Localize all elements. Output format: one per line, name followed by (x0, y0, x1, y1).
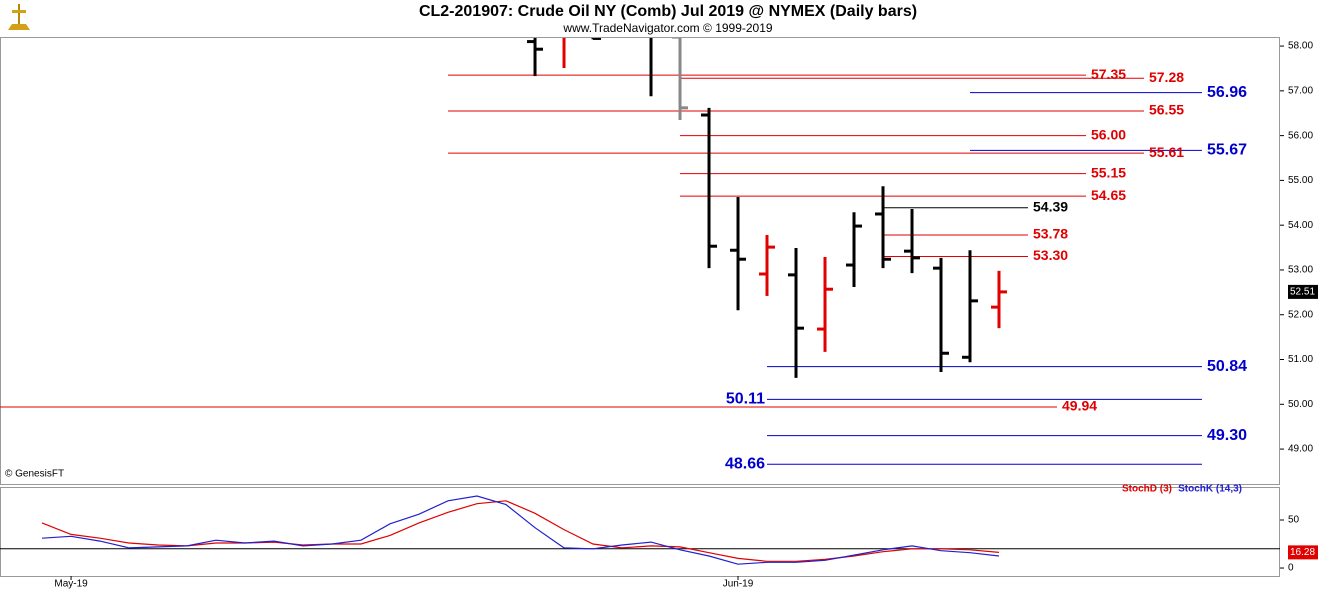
y-tick-label: 53.00 (1288, 265, 1313, 276)
axes: 49.00 50.00 51.00 52.00 53.00 54.00 55.00 56.00… (54, 41, 1318, 590)
price-plot (0, 38, 1202, 465)
level-label: 50.11 (726, 391, 765, 408)
x-tick-label: Jun-19 (723, 579, 754, 590)
level-label: 50.84 (1207, 358, 1247, 375)
y-tick-label: 49.00 (1288, 444, 1313, 455)
level-label: 54.39 (1033, 198, 1068, 214)
watermark: © GenesisFT (5, 469, 64, 480)
logo (8, 4, 30, 30)
legend-entry: StochK (14,3) (1178, 484, 1242, 495)
stoch-plot (0, 495, 1280, 565)
level-label: 56.00 (1091, 126, 1126, 142)
level-label: 55.61 (1149, 144, 1184, 160)
level-label: 48.66 (725, 456, 765, 473)
y-tick-label: 52.00 (1288, 309, 1313, 320)
chart-subtitle: www.TradeNavigator.com © 1999-2019 (562, 21, 772, 35)
level-label: 49.94 (1062, 398, 1097, 414)
level-label: 56.55 (1149, 102, 1184, 118)
stoch-panel (0, 487, 1280, 577)
y-tick-label: 57.00 (1288, 85, 1313, 96)
price-panel (0, 37, 1280, 485)
level-label: 53.30 (1033, 247, 1068, 263)
last-price-label: 52.51 (1290, 287, 1315, 298)
y-tick-label: 54.00 (1288, 220, 1313, 231)
y-tick-label: 56.00 (1288, 130, 1313, 141)
chart-title: CL2-201907: Crude Oil NY (Comb) Jul 2019… (419, 3, 917, 20)
last-price-box (1288, 284, 1318, 299)
level-label: 57.35 (1091, 66, 1126, 82)
stoch-line (41, 495, 1000, 565)
y-tick-label: 51.00 (1288, 354, 1313, 365)
level-label: 49.30 (1207, 427, 1247, 444)
y-tick-label: 0 (1288, 563, 1294, 574)
y-tick-label: 50.00 (1288, 399, 1313, 410)
level-label: 53.78 (1033, 226, 1068, 242)
level-label: 56.96 (1207, 84, 1247, 101)
level-label: 57.28 (1149, 69, 1184, 85)
x-tick-label: May-19 (54, 579, 88, 590)
last-value-label: 16.28 (1290, 547, 1315, 558)
legend-entry: StochD (3) (1122, 484, 1172, 495)
y-tick-label: 50 (1288, 515, 1300, 526)
last-value-box (1288, 545, 1318, 560)
level-label: 55.67 (1207, 142, 1247, 159)
level-label: 55.15 (1091, 164, 1126, 180)
y-tick-label: 58.00 (1288, 41, 1313, 52)
y-tick-label: 55.00 (1288, 175, 1313, 186)
level-label: 54.65 (1091, 187, 1126, 203)
